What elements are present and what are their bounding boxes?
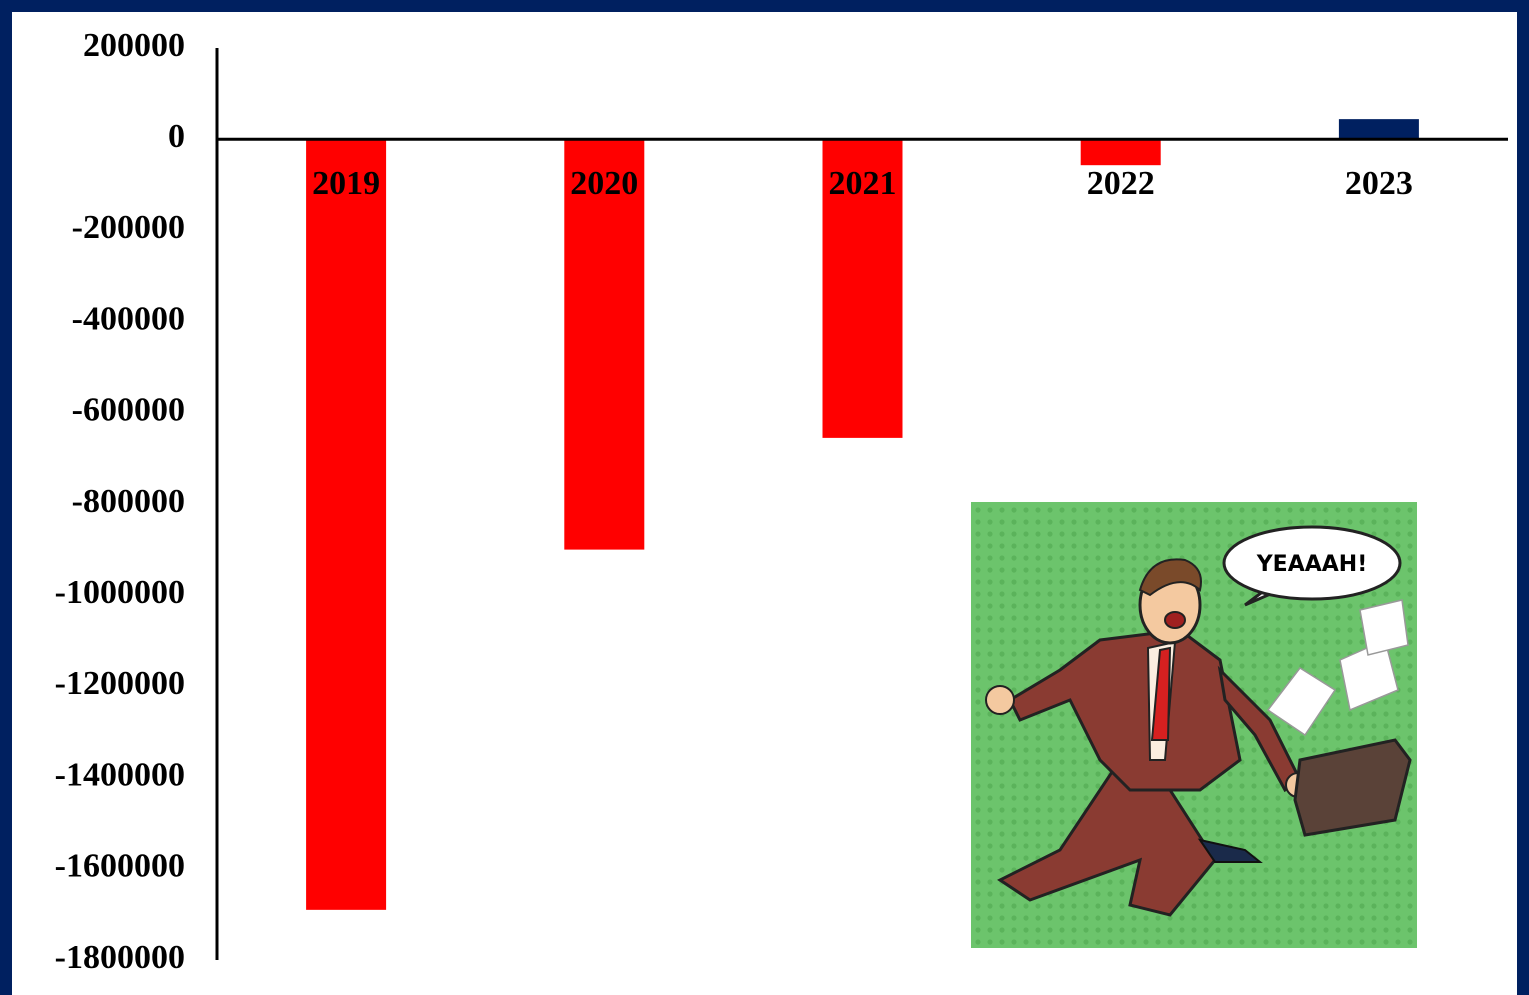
y-tick-label: -400000 bbox=[72, 300, 185, 337]
x-tick-label: 2021 bbox=[829, 165, 897, 202]
x-tick-label: 2019 bbox=[312, 165, 380, 202]
bar bbox=[1338, 119, 1419, 140]
y-tick-label: -1200000 bbox=[55, 665, 185, 702]
bar bbox=[822, 139, 903, 438]
y-tick-label: -1800000 bbox=[55, 939, 185, 976]
y-tick-label: 0 bbox=[168, 118, 185, 155]
y-tick-label: -1000000 bbox=[55, 574, 185, 611]
y-tick-label: -1600000 bbox=[55, 848, 185, 885]
y-tick-label: -600000 bbox=[72, 392, 185, 429]
bar bbox=[564, 139, 645, 550]
x-tick-label: 2022 bbox=[1087, 165, 1155, 202]
bar bbox=[306, 139, 387, 910]
y-tick-label: -200000 bbox=[72, 209, 185, 246]
speech-bubble-text: YEAAAH! bbox=[1256, 552, 1367, 577]
y-tick-label: -800000 bbox=[72, 483, 185, 520]
illustration: YEAAAH! bbox=[971, 502, 1417, 948]
y-tick-label: 200000 bbox=[83, 27, 185, 64]
x-tick-label: 2020 bbox=[570, 165, 638, 202]
bar bbox=[1080, 139, 1161, 166]
x-tick-label: 2023 bbox=[1345, 165, 1413, 202]
y-tick-label: -1400000 bbox=[55, 756, 185, 793]
